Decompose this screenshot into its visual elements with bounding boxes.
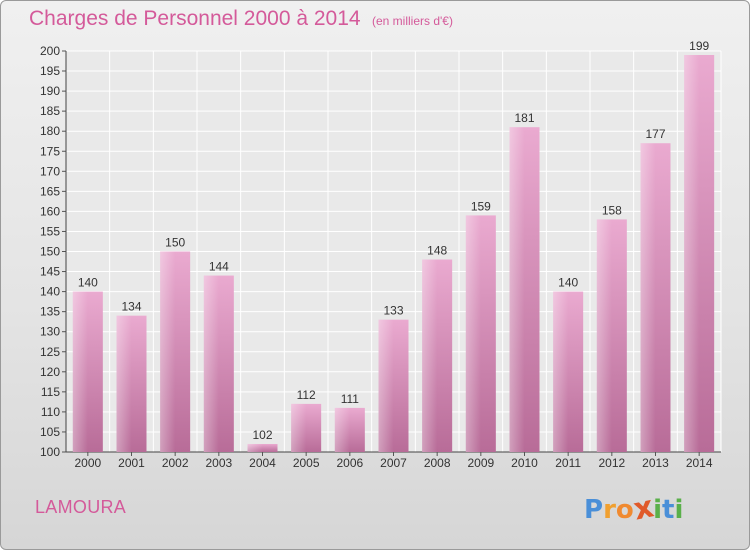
data-label: 181 <box>514 111 534 125</box>
data-label: 144 <box>209 260 229 274</box>
logo-letter: o <box>615 495 634 525</box>
data-label: 177 <box>645 127 665 141</box>
data-label: 102 <box>252 428 272 442</box>
bar-highlight <box>247 443 278 452</box>
x-tick-label: 2001 <box>118 456 145 470</box>
y-tick-label: 175 <box>40 144 60 158</box>
chart-subtitle: (en milliers d'€) <box>372 14 453 28</box>
logo-letter: r <box>603 495 616 525</box>
commune-name: LAMOURA <box>35 497 127 517</box>
x-tick-label: 2002 <box>162 456 189 470</box>
y-tick-label: 190 <box>40 84 60 98</box>
y-tick-label: 170 <box>40 164 60 178</box>
y-tick-label: 130 <box>40 325 60 339</box>
proxiti-logo: Proxiti <box>584 489 684 527</box>
x-tick-label: 2011 <box>555 456 581 470</box>
y-tick-label: 195 <box>40 64 60 78</box>
bar-highlight <box>640 143 671 453</box>
bar-highlight <box>422 259 453 452</box>
bar-highlight <box>378 319 409 452</box>
bar-highlight <box>116 315 147 452</box>
x-tick-label: 2013 <box>642 456 669 470</box>
x-tick-label: 2009 <box>467 456 494 470</box>
y-tick-label: 125 <box>40 345 60 359</box>
data-label: 199 <box>689 39 709 53</box>
y-tick-label: 160 <box>40 204 60 218</box>
y-tick-label: 105 <box>40 425 60 439</box>
x-tick-label: 2007 <box>380 456 407 470</box>
y-tick-label: 165 <box>40 184 60 198</box>
logo-letter: t <box>662 495 675 525</box>
bar-highlight <box>684 55 715 452</box>
x-tick-label: 2000 <box>74 456 101 470</box>
logo-letter: i <box>653 495 663 525</box>
y-tick-label: 135 <box>40 305 60 319</box>
data-label: 159 <box>471 199 491 213</box>
bar-highlight <box>553 291 584 452</box>
y-tick-label: 185 <box>40 104 60 118</box>
x-tick-label: 2006 <box>336 456 363 470</box>
bar-highlight <box>596 219 627 452</box>
bar-highlight <box>465 215 496 452</box>
y-tick-label: 115 <box>41 385 60 399</box>
data-label: 140 <box>558 276 578 290</box>
bar-highlight <box>72 291 103 452</box>
x-tick-label: 2003 <box>205 456 232 470</box>
y-tick-label: 100 <box>40 445 60 459</box>
logo-letter: i <box>674 495 684 525</box>
data-label: 133 <box>383 304 403 318</box>
logo-letter: P <box>584 495 604 525</box>
y-tick-label: 140 <box>40 285 60 299</box>
y-tick-label: 180 <box>40 124 60 138</box>
bar-highlight <box>291 403 322 452</box>
y-tick-label: 150 <box>40 245 60 259</box>
data-label: 111 <box>341 392 360 406</box>
x-tick-label: 2010 <box>511 456 538 470</box>
x-tick-label: 2014 <box>686 456 713 470</box>
y-tick-label: 110 <box>41 405 60 419</box>
bar-highlight <box>509 127 540 452</box>
y-tick-label: 200 <box>40 44 60 58</box>
bar-highlight <box>334 407 365 452</box>
data-label: 148 <box>427 244 447 258</box>
x-tick-label: 2012 <box>598 456 625 470</box>
bar-highlight <box>203 275 234 452</box>
chart-title: Charges de Personnel 2000 à 2014 <box>29 7 361 30</box>
y-tick-label: 145 <box>40 265 60 279</box>
y-tick-label: 155 <box>40 224 60 238</box>
data-label: 134 <box>121 300 141 314</box>
x-tick-label: 2005 <box>293 456 320 470</box>
data-label: 140 <box>78 276 98 290</box>
data-label: 158 <box>602 203 622 217</box>
x-tick-label: 2004 <box>249 456 276 470</box>
data-label: 112 <box>297 388 316 402</box>
y-tick-label: 120 <box>40 365 60 379</box>
bar-highlight <box>160 251 191 452</box>
data-label: 150 <box>165 236 185 250</box>
x-tick-label: 2008 <box>424 456 451 470</box>
